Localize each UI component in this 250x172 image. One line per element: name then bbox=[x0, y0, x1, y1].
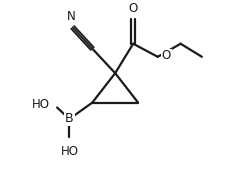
Text: HO: HO bbox=[32, 98, 50, 111]
Text: O: O bbox=[128, 2, 138, 15]
Text: N: N bbox=[67, 10, 76, 23]
Text: B: B bbox=[65, 112, 74, 125]
Text: O: O bbox=[162, 50, 171, 62]
Text: HO: HO bbox=[60, 145, 78, 158]
